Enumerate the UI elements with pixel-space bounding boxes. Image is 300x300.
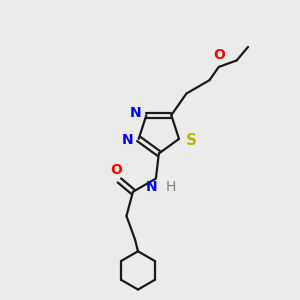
Text: N: N [146,180,158,194]
Text: S: S [185,133,197,148]
Text: O: O [110,163,122,177]
Text: O: O [214,48,226,62]
Text: N: N [122,134,134,147]
Text: H: H [165,180,176,194]
Text: N: N [129,106,141,120]
